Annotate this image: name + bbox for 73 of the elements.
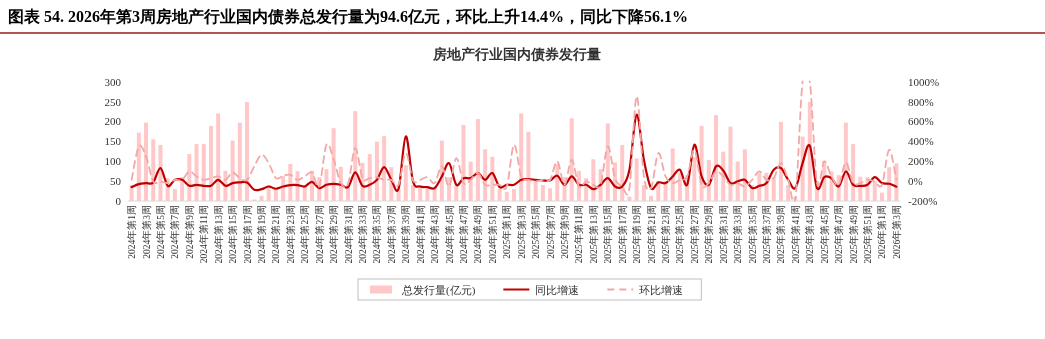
x-tick-label: 2025年第21周 [645, 205, 657, 264]
legend-label: 同比增速 [535, 283, 580, 296]
y2-tick-label: 600% [908, 115, 934, 128]
x-tick-label: 2024年第41周 [414, 205, 426, 264]
y2-tick-label: 0% [908, 175, 923, 188]
x-tick-label: 2024年第9周 [183, 205, 195, 259]
legend-label: 总发行量(亿元) [401, 283, 476, 297]
y-tick-label: 300 [104, 75, 122, 88]
x-tick-label: 2024年第15周 [227, 205, 239, 264]
x-tick-label: 2024年第45周 [443, 205, 455, 264]
x-tick-label: 2025年第1周 [501, 205, 513, 259]
x-tick-label: 2024年第21周 [270, 205, 282, 264]
x-tick-label: 2024年第19周 [255, 205, 267, 264]
y2-tick-label: 400% [908, 135, 934, 148]
x-tick-label: 2025年第49周 [847, 205, 859, 264]
y2-tick-label: -200% [908, 195, 938, 207]
x-tick-label: 2024年第29周 [328, 205, 340, 264]
x-tick-label: 2024年第7周 [169, 205, 181, 259]
x-tick-label: 2025年第41周 [789, 205, 801, 264]
x-tick-label: 2025年第35周 [746, 205, 758, 264]
x-tick-label: 2025年第23周 [660, 205, 672, 264]
x-tick-label: 2024年第33周 [356, 205, 368, 264]
x-tick-label: 2025年第33周 [732, 205, 744, 264]
chart-title: 图表 54. 2026年第3周房地产行业国内债券总发行量为94.6亿元，环比上升14.4%，同比下降56.1% [8, 7, 688, 25]
x-tick-label: 2024年第25周 [299, 205, 311, 264]
x-tick-label: 2024年第23周 [284, 205, 296, 264]
x-tick-label: 2026年第3周 [890, 205, 902, 259]
x-tick-label: 2024年第37周 [385, 205, 397, 264]
y-tick-label: 250 [104, 95, 122, 108]
x-tick-label: 2024年第43周 [429, 205, 441, 264]
x-tick-label: 2024年第27周 [313, 205, 325, 264]
x-tick-label: 2025年第29周 [703, 205, 715, 264]
legend-label: 环比增速 [639, 283, 684, 296]
x-tick-label: 2025年第19周 [631, 205, 643, 264]
chart-subtitle: 房地产行业国内债券发行量 [432, 46, 601, 62]
x-tick-label: 2025年第25周 [674, 205, 686, 264]
x-tick-label: 2025年第31周 [717, 205, 729, 264]
y-tick-label: 50 [110, 175, 122, 188]
x-tick-label: 2024年第13周 [212, 205, 224, 264]
x-tick-label: 2025年第39周 [775, 205, 787, 264]
x-tick-label: 2025年第37周 [761, 205, 773, 264]
x-tick-label: 2025年第5周 [530, 205, 542, 259]
x-tick-label: 2024年第51周 [486, 205, 498, 264]
y2-tick-label: 800% [908, 95, 934, 108]
x-tick-label: 2025年第13周 [587, 205, 599, 264]
y2-tick-label: 1000% [908, 75, 940, 88]
x-tick-label: 2025年第43周 [804, 205, 816, 264]
x-tick-label: 2024年第1周 [126, 205, 138, 259]
x-tick-label: 2025年第51周 [862, 205, 874, 264]
x-tick-label: 2024年第35周 [371, 205, 383, 264]
y-tick-label: 0 [115, 195, 122, 207]
x-tick-label: 2025年第47周 [833, 205, 845, 264]
x-tick-label: 2024年第5周 [154, 205, 166, 259]
x-tick-label: 2024年第31周 [342, 205, 354, 264]
x-tick-label: 2025年第7周 [544, 205, 556, 259]
x-tick-label: 2024年第47周 [458, 205, 469, 264]
x-tick-label: 2025年第11周 [573, 205, 585, 264]
x-tick-label: 2025年第17周 [616, 205, 628, 264]
x-tick-label: 2025年第9周 [559, 205, 570, 259]
y-tick-label: 100 [104, 155, 122, 168]
x-tick-label: 2024年第39周 [400, 205, 412, 264]
x-tick-label: 2025年第27周 [688, 205, 700, 264]
y2-tick-label: 200% [908, 155, 934, 168]
x-tick-label: 2024年第17周 [241, 205, 253, 264]
y-tick-label: 150 [104, 135, 122, 148]
x-tick-label: 2026年第1周 [876, 205, 888, 259]
x-tick-label: 2025年第45周 [818, 205, 830, 264]
x-tick-label: 2024年第3周 [140, 205, 152, 259]
x-tick-label: 2025年第15周 [602, 205, 614, 264]
y-tick-label: 200 [104, 115, 122, 128]
x-tick-label: 2024年第49周 [472, 205, 484, 264]
x-tick-label: 2024年第11周 [198, 205, 210, 264]
x-tick-label: 2025年第3周 [515, 205, 527, 259]
